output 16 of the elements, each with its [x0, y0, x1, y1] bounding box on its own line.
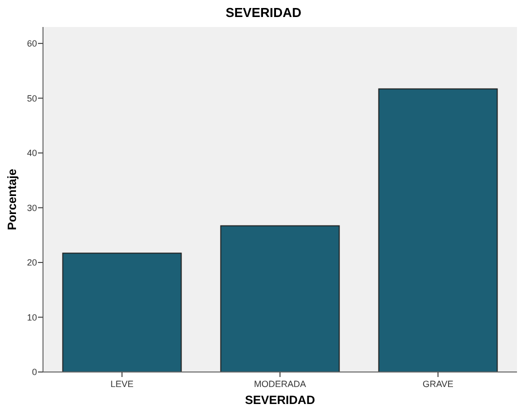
x-tick-label: LEVE [110, 379, 134, 389]
y-tick-label: 60 [26, 38, 37, 49]
chart-title: SEVERIDAD [226, 5, 302, 20]
x-tick-label: MODERADA [254, 379, 306, 389]
y-tick-label: 0 [32, 367, 37, 378]
x-axis-title: SEVERIDAD [244, 393, 316, 407]
y-tick-label: 10 [26, 312, 37, 322]
x-tick-label: GRAVE [422, 379, 454, 389]
y-axis-title: Porcentaje [5, 168, 19, 230]
bar [220, 225, 340, 372]
y-tick-label: 50 [26, 93, 37, 104]
y-tick-label: 30 [26, 202, 37, 213]
y-tick-label: 40 [26, 148, 37, 158]
bar [378, 88, 498, 372]
y-tick-label: 20 [26, 258, 37, 268]
bar [62, 252, 182, 372]
